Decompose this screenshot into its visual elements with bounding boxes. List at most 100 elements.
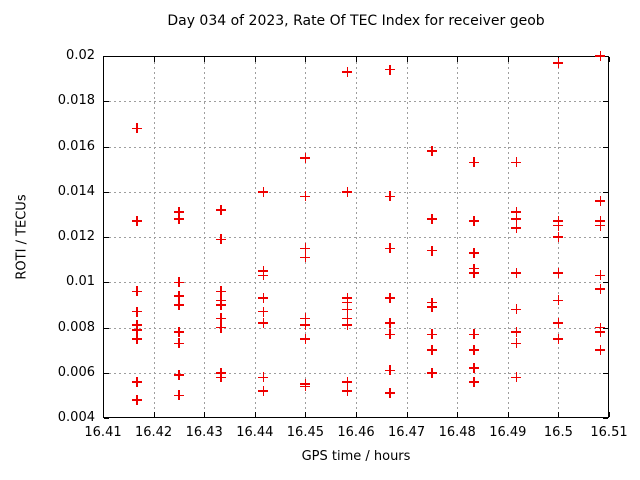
- data-point-marker: [553, 232, 564, 242]
- x-axis-tick: [204, 412, 206, 417]
- data-point-marker: [511, 213, 522, 224]
- x-axis-tick: [254, 412, 256, 417]
- data-point-marker: [468, 247, 479, 258]
- data-point-marker: [300, 333, 311, 344]
- data-point-marker: [511, 222, 522, 233]
- data-point-marker: [300, 381, 311, 392]
- data-point-marker: [215, 234, 226, 245]
- x-axis-tick-top: [406, 57, 408, 62]
- data-point-marker: [173, 213, 184, 224]
- x-axis-tick: [356, 412, 357, 417]
- y-axis-tick: [104, 56, 109, 57]
- x-axis-tick-top: [507, 57, 509, 62]
- y-tick-label: 0.012: [57, 229, 95, 244]
- data-point-marker: [511, 327, 522, 338]
- y-tick-label: 0.006: [57, 364, 95, 380]
- data-point-marker: [342, 385, 353, 396]
- y-tick-label: 0.014: [57, 183, 95, 199]
- data-point-marker: [426, 302, 437, 313]
- x-axis-label: GPS time / hours: [301, 449, 411, 464]
- data-point-marker: [468, 329, 479, 340]
- grid-line-horizontal: [104, 101, 608, 103]
- y-axis-tick: [104, 327, 109, 329]
- x-tick-label: 16.43: [185, 425, 223, 440]
- y-axis-tick: [104, 101, 109, 103]
- data-point-marker: [258, 306, 269, 317]
- y-tick-label: 0.01: [66, 274, 95, 290]
- grid-line-horizontal: [104, 191, 608, 193]
- data-point-marker: [215, 372, 226, 383]
- data-point-marker: [468, 268, 479, 279]
- data-point-marker: [595, 195, 606, 206]
- y-axis-tick: [104, 372, 109, 374]
- data-point-marker: [553, 295, 564, 306]
- plot-area: [103, 56, 609, 418]
- data-point-marker: [426, 213, 437, 224]
- x-axis-tick-top: [204, 57, 206, 62]
- data-point-marker: [258, 270, 269, 281]
- data-point-marker: [426, 329, 437, 340]
- data-point-marker: [300, 313, 311, 324]
- grid-line-horizontal: [104, 372, 608, 374]
- data-point-marker: [342, 297, 353, 308]
- data-point-marker: [131, 394, 142, 405]
- y-tick-label: 0.018: [57, 93, 95, 109]
- data-point-marker: [511, 304, 522, 315]
- data-point-marker: [173, 290, 184, 301]
- data-point-marker: [131, 306, 142, 317]
- data-point-marker: [173, 299, 184, 310]
- data-point-marker: [426, 245, 437, 256]
- data-point-marker: [131, 123, 142, 134]
- data-point-marker: [511, 338, 522, 349]
- data-point-marker: [300, 320, 311, 331]
- data-point-marker: [173, 207, 184, 218]
- x-axis-tick-top: [153, 57, 155, 62]
- data-point-marker: [384, 243, 395, 254]
- data-point-marker: [300, 191, 311, 202]
- data-point-marker: [215, 299, 226, 310]
- data-point-marker: [595, 345, 606, 356]
- data-point-marker: [342, 313, 353, 324]
- grid-line-horizontal: [104, 282, 608, 284]
- data-point-marker: [300, 152, 311, 163]
- data-point-marker: [384, 293, 395, 304]
- data-point-marker: [173, 277, 184, 288]
- x-axis-tick-top: [103, 57, 104, 62]
- data-point-marker: [258, 385, 269, 396]
- x-tick-label: 16.49: [489, 425, 527, 440]
- data-point-marker: [511, 207, 522, 218]
- data-point-marker: [595, 220, 606, 231]
- y-axis-label: ROTI / TECUs: [14, 194, 30, 280]
- data-point-marker: [215, 204, 226, 215]
- data-point-marker: [384, 365, 395, 376]
- y-tick-label: 0.016: [57, 138, 95, 154]
- chart-title: Day 034 of 2023, Rate Of TEC Index for r…: [167, 13, 545, 29]
- data-point-marker: [426, 146, 437, 157]
- data-point-marker: [131, 286, 142, 297]
- y-axis-tick-right: [603, 191, 608, 193]
- data-point-marker: [342, 186, 353, 197]
- data-point-marker: [511, 157, 522, 168]
- data-point-marker: [595, 51, 606, 61]
- data-point-marker: [553, 57, 564, 68]
- data-point-marker: [342, 66, 353, 77]
- y-axis-tick-right: [603, 327, 608, 329]
- y-axis-tick-right: [603, 372, 608, 374]
- x-tick-label: 16.45: [286, 425, 324, 440]
- data-point-marker: [258, 293, 269, 304]
- x-axis-tick: [457, 412, 459, 417]
- data-point-marker: [258, 186, 269, 197]
- data-point-marker: [595, 270, 606, 281]
- y-axis-tick-right: [603, 418, 608, 419]
- x-axis-tick-top: [305, 57, 307, 62]
- data-point-marker: [553, 317, 564, 328]
- y-tick-label: 0.004: [57, 410, 95, 425]
- data-point-marker: [426, 367, 437, 378]
- x-axis-tick: [305, 412, 307, 417]
- data-point-marker: [173, 390, 184, 401]
- data-point-marker: [131, 324, 142, 335]
- data-point-marker: [553, 268, 564, 279]
- x-tick-label: 16.42: [134, 425, 173, 440]
- data-point-marker: [468, 376, 479, 387]
